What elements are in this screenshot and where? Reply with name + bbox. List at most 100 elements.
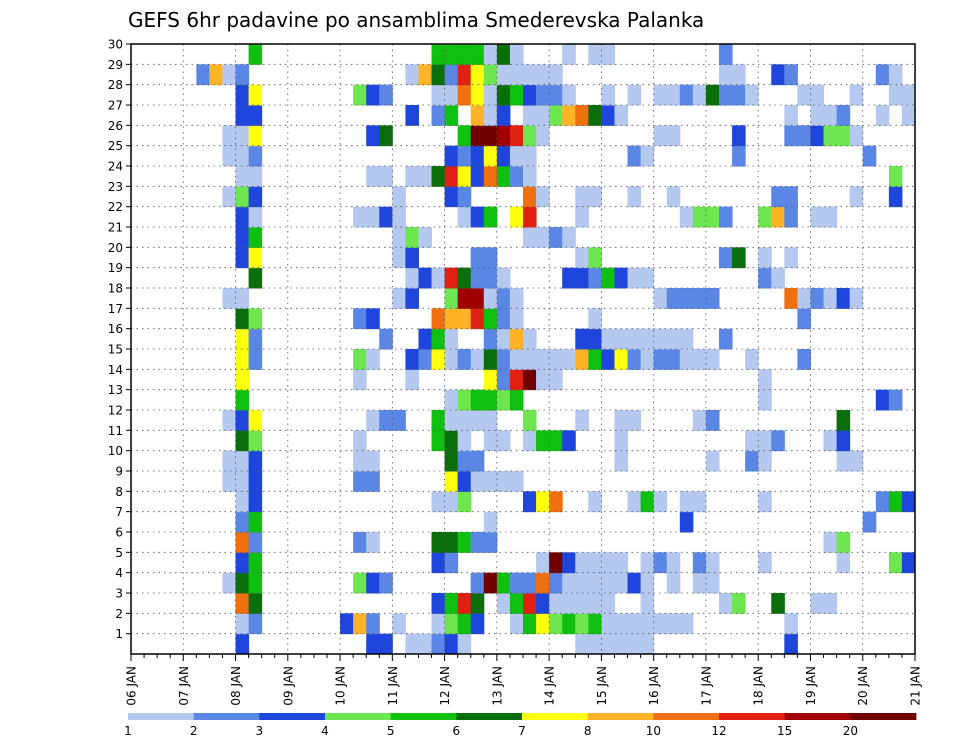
heatmap-cell (562, 613, 576, 635)
heatmap-cell (745, 450, 759, 472)
heatmap-cell (797, 84, 811, 106)
heatmap-cell (444, 389, 459, 411)
heatmap-cell (562, 593, 576, 614)
heatmap-cell (392, 613, 406, 635)
heatmap-cell (758, 267, 772, 289)
heatmap-cell (601, 105, 615, 126)
colorbar-label: 2 (190, 724, 198, 738)
heatmap-cell (444, 410, 459, 431)
heatmap-cell (549, 349, 563, 370)
heatmap-cell (536, 613, 550, 635)
heatmap-cell (588, 593, 602, 614)
colorbar: 1 2 3 4 5 6 7 8 10 12 15 20 (124, 713, 917, 738)
heatmap-cell (888, 491, 903, 513)
heatmap-cell (248, 511, 263, 533)
colorbar-swatch (784, 713, 851, 720)
heatmap-cell (457, 125, 472, 147)
heatmap-cell (457, 206, 472, 228)
heatmap-cell (588, 247, 602, 269)
heatmap-cell (758, 552, 772, 574)
heatmap-cell (405, 166, 419, 187)
heatmap-cell (483, 572, 498, 594)
heatmap-cell (483, 44, 498, 65)
heatmap-cell (457, 430, 472, 452)
colorbar-label: 8 (584, 724, 592, 738)
heatmap-cell (536, 84, 550, 106)
heatmap-cell (431, 593, 446, 614)
heatmap-cell (405, 267, 419, 289)
heatmap-cell (418, 633, 433, 655)
y-tick-label: 29 (108, 58, 123, 72)
heatmap-cell (248, 186, 263, 208)
heatmap-cell (483, 267, 498, 289)
heatmap-cell (222, 572, 237, 594)
heatmap-cell (810, 105, 825, 126)
heatmap-cell (509, 471, 524, 492)
heatmap-cell (353, 572, 367, 594)
heatmap-cell (653, 125, 668, 147)
x-tick-label: 07 JAN (177, 666, 191, 706)
heatmap-cell (496, 125, 511, 147)
heatmap-cell (614, 410, 629, 431)
heatmap-cell (248, 328, 263, 350)
heatmap-cell (758, 450, 772, 472)
heatmap-cell (562, 430, 576, 452)
heatmap-cell (235, 105, 250, 126)
heatmap-cell (666, 288, 681, 309)
heatmap-cell (457, 532, 472, 553)
heatmap-cell (366, 532, 380, 553)
heatmap-cell (470, 471, 485, 492)
heatmap-cell (601, 593, 615, 614)
heatmap-cell (457, 84, 472, 106)
heatmap-cell (692, 206, 707, 228)
y-tick-label: 18 (108, 282, 123, 296)
heatmap-cell (235, 593, 250, 614)
heatmap-cell (575, 105, 589, 126)
heatmap-cell (653, 328, 668, 350)
heatmap-cell (483, 511, 498, 533)
heatmap-cell (549, 430, 563, 452)
heatmap-cell (705, 572, 720, 594)
heatmap-cell (509, 328, 524, 350)
heatmap-cell (483, 166, 498, 187)
heatmap-cell (470, 267, 485, 289)
colorbar-label: 4 (321, 724, 329, 738)
x-axis: 06 JAN 07 JAN 08 JAN 09 JAN 10 JAN 11 JAN 12 J… (125, 654, 923, 706)
heatmap-cell (588, 328, 602, 350)
y-tick-label: 1 (115, 627, 123, 641)
y-tick-label: 13 (108, 383, 123, 397)
heatmap-cell (745, 430, 759, 452)
heatmap-cell (719, 64, 733, 86)
heatmap-cell (627, 186, 642, 208)
heatmap-cell (888, 389, 903, 411)
heatmap-cell (745, 349, 759, 370)
heatmap-cell (719, 84, 733, 106)
heatmap-cell (875, 491, 890, 513)
heatmap-cell (222, 450, 237, 472)
heatmap-cell (705, 552, 720, 574)
heatmap-cell (614, 105, 629, 126)
heatmap-cell (496, 267, 511, 289)
heatmap-cell (836, 125, 851, 147)
y-tick-label: 21 (108, 221, 123, 235)
heatmap-cell (366, 572, 380, 594)
heatmap-cell (523, 491, 537, 513)
heatmap-cell (614, 267, 629, 289)
heatmap-cell (235, 186, 250, 208)
heatmap-cell (523, 349, 537, 370)
heatmap-cell (470, 44, 485, 65)
heatmap-cell (588, 491, 602, 513)
heatmap-cell (562, 227, 576, 248)
heatmap-cell (470, 105, 485, 126)
heatmap-cell (509, 145, 524, 167)
heatmap-cell (523, 593, 537, 614)
heatmap-cell (509, 369, 524, 391)
heatmap-cell (549, 593, 563, 614)
heatmap-cell (444, 471, 459, 492)
heatmap-cell (575, 349, 589, 370)
heatmap-cell (444, 552, 459, 574)
heatmap-cell (431, 84, 446, 106)
heatmap-cell (875, 389, 890, 411)
colorbar-swatch (193, 713, 260, 720)
